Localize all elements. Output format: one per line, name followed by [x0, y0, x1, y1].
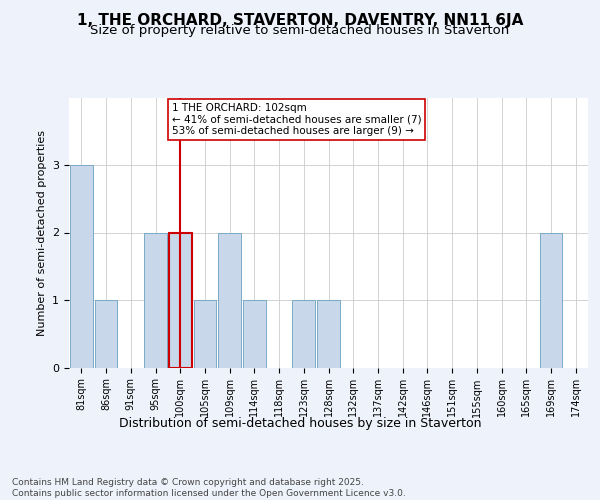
Text: Distribution of semi-detached houses by size in Staverton: Distribution of semi-detached houses by …: [119, 418, 481, 430]
Bar: [144, 232, 167, 368]
Bar: [70, 165, 93, 368]
Bar: [317, 300, 340, 368]
Text: Contains HM Land Registry data © Crown copyright and database right 2025.
Contai: Contains HM Land Registry data © Crown c…: [12, 478, 406, 498]
Bar: [194, 300, 216, 368]
Bar: [169, 232, 191, 368]
Text: 1 THE ORCHARD: 102sqm
← 41% of semi-detached houses are smaller (7)
53% of semi-: 1 THE ORCHARD: 102sqm ← 41% of semi-deta…: [172, 103, 421, 136]
Bar: [292, 300, 315, 368]
Bar: [95, 300, 118, 368]
Bar: [218, 232, 241, 368]
Bar: [243, 300, 266, 368]
Bar: [539, 232, 562, 368]
Text: 1, THE ORCHARD, STAVERTON, DAVENTRY, NN11 6JA: 1, THE ORCHARD, STAVERTON, DAVENTRY, NN1…: [77, 12, 523, 28]
Y-axis label: Number of semi-detached properties: Number of semi-detached properties: [37, 130, 47, 336]
Text: Size of property relative to semi-detached houses in Staverton: Size of property relative to semi-detach…: [91, 24, 509, 37]
